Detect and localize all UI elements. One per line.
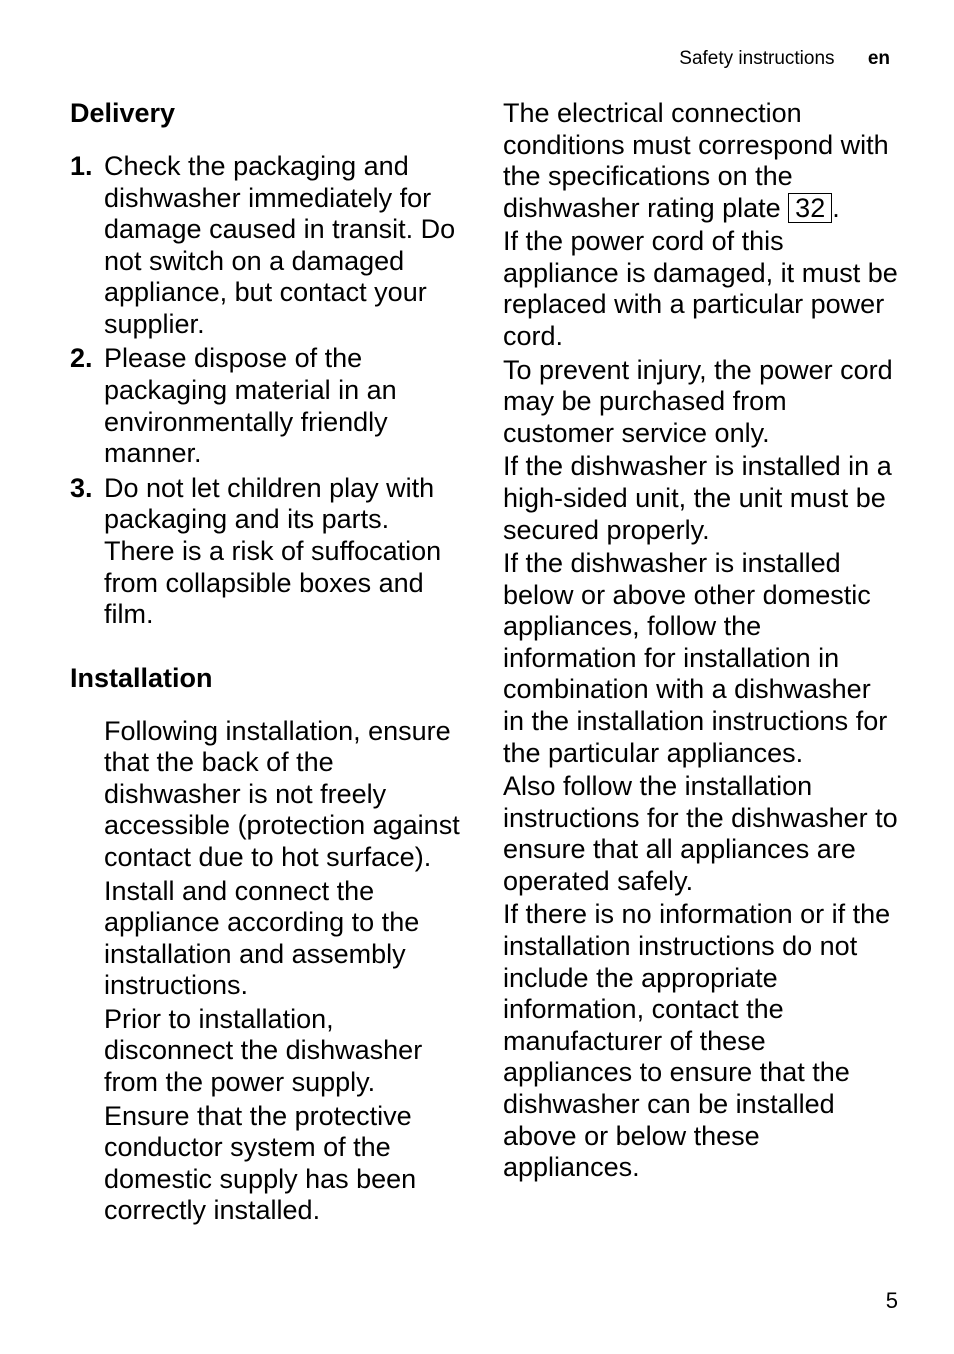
- list-item: 3. Do not let children play with packagi…: [70, 473, 465, 631]
- paragraph: Also follow the installation instruction…: [503, 771, 898, 897]
- right-column: The electrical connection conditions mus…: [503, 98, 898, 1229]
- installation-paragraphs: Following installation, ensure that the …: [104, 716, 465, 1227]
- paragraph-with-ref: The electrical connection conditions mus…: [503, 98, 898, 224]
- paragraph: To prevent injury, the power cord may be…: [503, 355, 898, 450]
- page-header: Safety instructions en: [70, 48, 898, 70]
- installation-title: Installation: [70, 663, 465, 694]
- header-lang: en: [868, 48, 890, 69]
- delivery-title: Delivery: [70, 98, 465, 129]
- paragraph: If the dishwasher is installed below or …: [503, 548, 898, 769]
- content-columns: Delivery 1. Check the packaging and dish…: [70, 98, 898, 1229]
- reference-box: 32: [788, 193, 832, 223]
- paragraph-post: .: [832, 193, 840, 223]
- paragraph: Following installation, ensure that the …: [104, 716, 465, 874]
- paragraph: Install and connect the appliance accord…: [104, 876, 465, 1002]
- list-item: 2. Please dispose of the packaging mater…: [70, 343, 465, 469]
- list-item: 1. Check the packaging and dishwasher im…: [70, 151, 465, 340]
- left-column: Delivery 1. Check the packaging and dish…: [70, 98, 465, 1229]
- list-number: 2.: [70, 343, 104, 469]
- list-text: Check the packaging and dishwasher immed…: [104, 151, 465, 340]
- paragraph: Prior to installation, disconnect the di…: [104, 1004, 465, 1099]
- paragraph: If the dishwasher is installed in a high…: [503, 451, 898, 546]
- list-text: Please dispose of the packaging material…: [104, 343, 465, 469]
- paragraph: If there is no information or if the ins…: [503, 899, 898, 1183]
- delivery-list: 1. Check the packaging and dishwasher im…: [70, 151, 465, 631]
- list-number: 1.: [70, 151, 104, 340]
- header-section: Safety instructions: [679, 48, 834, 69]
- list-number: 3.: [70, 473, 104, 631]
- list-text: Do not let children play with packaging …: [104, 473, 465, 631]
- paragraph: If the power cord of this appliance is d…: [503, 226, 898, 352]
- page-number: 5: [886, 1288, 898, 1314]
- paragraph: Ensure that the protective conductor sys…: [104, 1101, 465, 1227]
